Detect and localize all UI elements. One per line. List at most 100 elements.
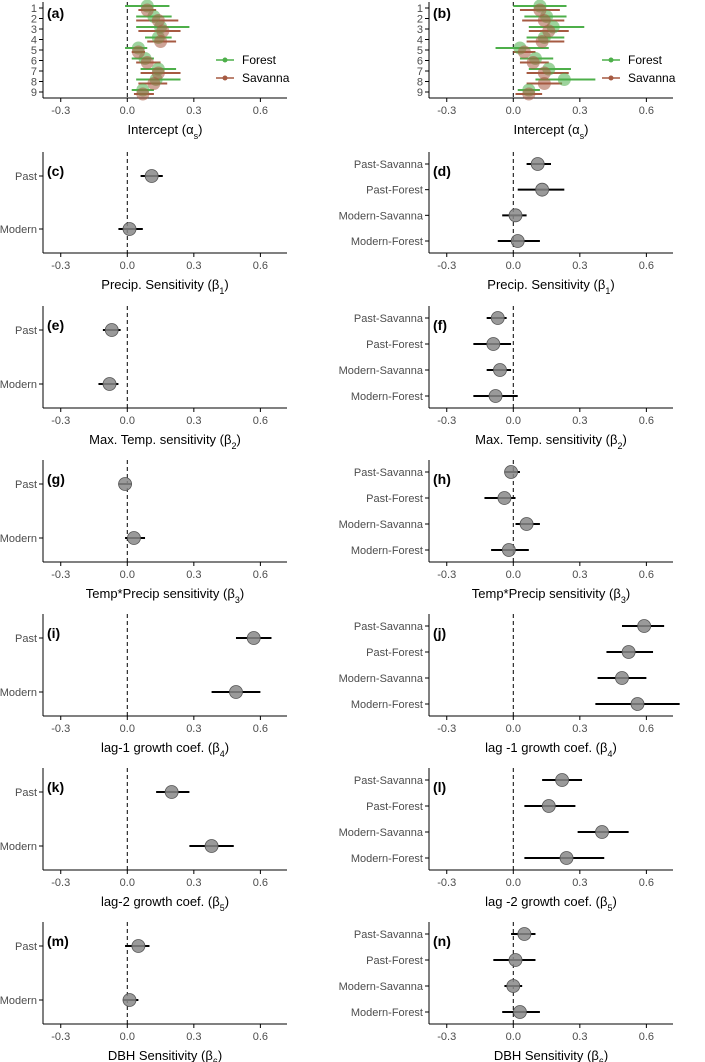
x-tick-label: 0.3 (186, 105, 201, 117)
panel-h: -0.3 0.0 0.3 0.6 Past-Savanna Past-Forest Mode… (339, 460, 673, 605)
y-tick-label: Past (15, 787, 37, 799)
point-estimate (519, 517, 534, 531)
x-tick-label: 0.0 (120, 415, 135, 427)
x-tick-label: 0.3 (186, 1031, 201, 1043)
point-savanna (542, 24, 556, 38)
x-tick-label: 0.0 (506, 105, 521, 117)
point-savanna (526, 56, 540, 69)
x-tick-label: -0.3 (437, 877, 456, 889)
point-estimate (637, 619, 652, 633)
point-estimate (559, 851, 574, 865)
point-savanna (147, 77, 161, 90)
y-tick-label: Past (15, 171, 37, 183)
point-estimate (541, 799, 556, 813)
panel-label: (h) (433, 471, 451, 487)
panel-m: -0.3 0.0 0.3 0.6 Past Modern DBH Sensitivity (… (0, 922, 287, 1062)
y-tick-label: 4 (417, 35, 423, 47)
point-estimate (615, 671, 629, 685)
panel-l: -0.3 0.0 0.3 0.6 Past-Savanna Past-Forest Mode… (339, 768, 673, 913)
x-tick-label: 0.0 (506, 415, 521, 427)
y-tick-label: 9 (417, 87, 423, 99)
x-axis-title: Precip. Sensitivity (β1) (101, 277, 228, 296)
legend-key-point (222, 57, 228, 63)
panel-label: (l) (433, 779, 446, 795)
x-tick-label: 0.0 (120, 105, 135, 117)
point-savanna (140, 3, 154, 17)
legend-label: Forest (242, 53, 277, 67)
point-estimate (204, 839, 219, 853)
x-tick-label: 0.3 (572, 415, 587, 427)
point-savanna (517, 45, 531, 59)
x-tick-label: 0.0 (506, 723, 521, 735)
x-axis-title: Max. Temp. sensitivity (β2) (89, 432, 241, 451)
point-savanna (140, 56, 154, 69)
y-tick-label: Modern (0, 995, 37, 1007)
point-savanna (537, 77, 551, 90)
y-tick-label: 4 (31, 35, 37, 47)
x-axis-title: Max. Temp. sensitivity (β2) (475, 432, 627, 451)
y-tick-label: 7 (31, 66, 37, 78)
panel-label: (f) (433, 317, 447, 333)
y-tick-label: Past-Savanna (354, 159, 424, 171)
y-tick-label: 3 (31, 24, 37, 36)
x-tick-label: 0.3 (572, 260, 587, 272)
point-estimate (630, 697, 645, 711)
point-estimate (131, 939, 146, 953)
x-axis-title: DBH Sensitivity (β6) (108, 1048, 222, 1062)
x-tick-label: 0.3 (572, 105, 587, 117)
panel-label: (c) (47, 163, 64, 179)
x-axis-title: DBH Sensitivity (β6) (494, 1048, 608, 1062)
y-tick-label: Modern-Savanna (339, 210, 424, 222)
y-tick-label: Past-Savanna (354, 467, 424, 479)
y-tick-label: Past (15, 633, 37, 645)
x-tick-label: 0.0 (506, 569, 521, 581)
x-axis-title: Temp*Precip sensitivity (β3) (472, 586, 630, 605)
x-tick-label: -0.3 (51, 723, 70, 735)
x-axis-title: Precip. Sensitivity (β1) (487, 277, 614, 296)
x-tick-label: -0.3 (437, 1031, 456, 1043)
panel-label: (j) (433, 625, 446, 641)
x-tick-label: 0.3 (186, 415, 201, 427)
panel-label: (b) (433, 5, 451, 21)
x-tick-label: -0.3 (51, 569, 70, 581)
y-tick-label: Past-Forest (366, 185, 423, 197)
x-tick-label: 0.6 (253, 1031, 268, 1043)
panel-label: (d) (433, 163, 451, 179)
panel-label: (i) (47, 625, 60, 641)
x-tick-label: 0.6 (253, 723, 268, 735)
x-tick-label: -0.3 (51, 877, 70, 889)
point-estimate (595, 825, 609, 839)
point-savanna (522, 87, 536, 101)
panel-f: -0.3 0.0 0.3 0.6 Past-Savanna Past-Forest Mode… (339, 306, 673, 451)
x-tick-label: 0.3 (186, 260, 201, 272)
x-tick-label: 0.6 (253, 569, 268, 581)
x-tick-label: 0.6 (639, 415, 654, 427)
x-tick-label: 0.6 (253, 877, 268, 889)
x-axis-title: lag -1 growth coef. (β4) (485, 740, 617, 759)
y-tick-label: Modern-Forest (351, 853, 423, 865)
y-tick-label: Modern (0, 533, 37, 545)
x-axis-title: lag -2 growth coef. (β5) (485, 894, 617, 913)
point-estimate (517, 927, 532, 941)
y-tick-label: Modern-Savanna (339, 827, 424, 839)
x-tick-label: 0.6 (639, 105, 654, 117)
x-tick-label: -0.3 (437, 569, 456, 581)
y-tick-label: 2 (31, 14, 37, 26)
y-tick-label: Past (15, 479, 37, 491)
x-tick-label: 0.0 (506, 877, 521, 889)
x-tick-label: 0.6 (639, 260, 654, 272)
point-estimate (102, 377, 117, 391)
y-tick-label: Modern (0, 841, 37, 853)
x-axis-title: lag-2 growth coef. (β5) (101, 894, 229, 913)
point-estimate (246, 631, 261, 645)
y-tick-label: Past-Forest (366, 493, 423, 505)
y-tick-label: Modern-Forest (351, 391, 423, 403)
point-savanna (136, 87, 150, 101)
x-tick-label: 0.0 (120, 877, 135, 889)
x-axis-title: Intercept (αs) (128, 122, 203, 141)
y-tick-label: Past-Forest (366, 955, 423, 967)
legend-key-point (608, 75, 614, 81)
point-estimate (118, 477, 132, 491)
y-tick-label: 1 (417, 3, 423, 15)
panel-e: -0.3 0.0 0.3 0.6 Past Modern Max. Temp. sensit… (0, 306, 287, 451)
